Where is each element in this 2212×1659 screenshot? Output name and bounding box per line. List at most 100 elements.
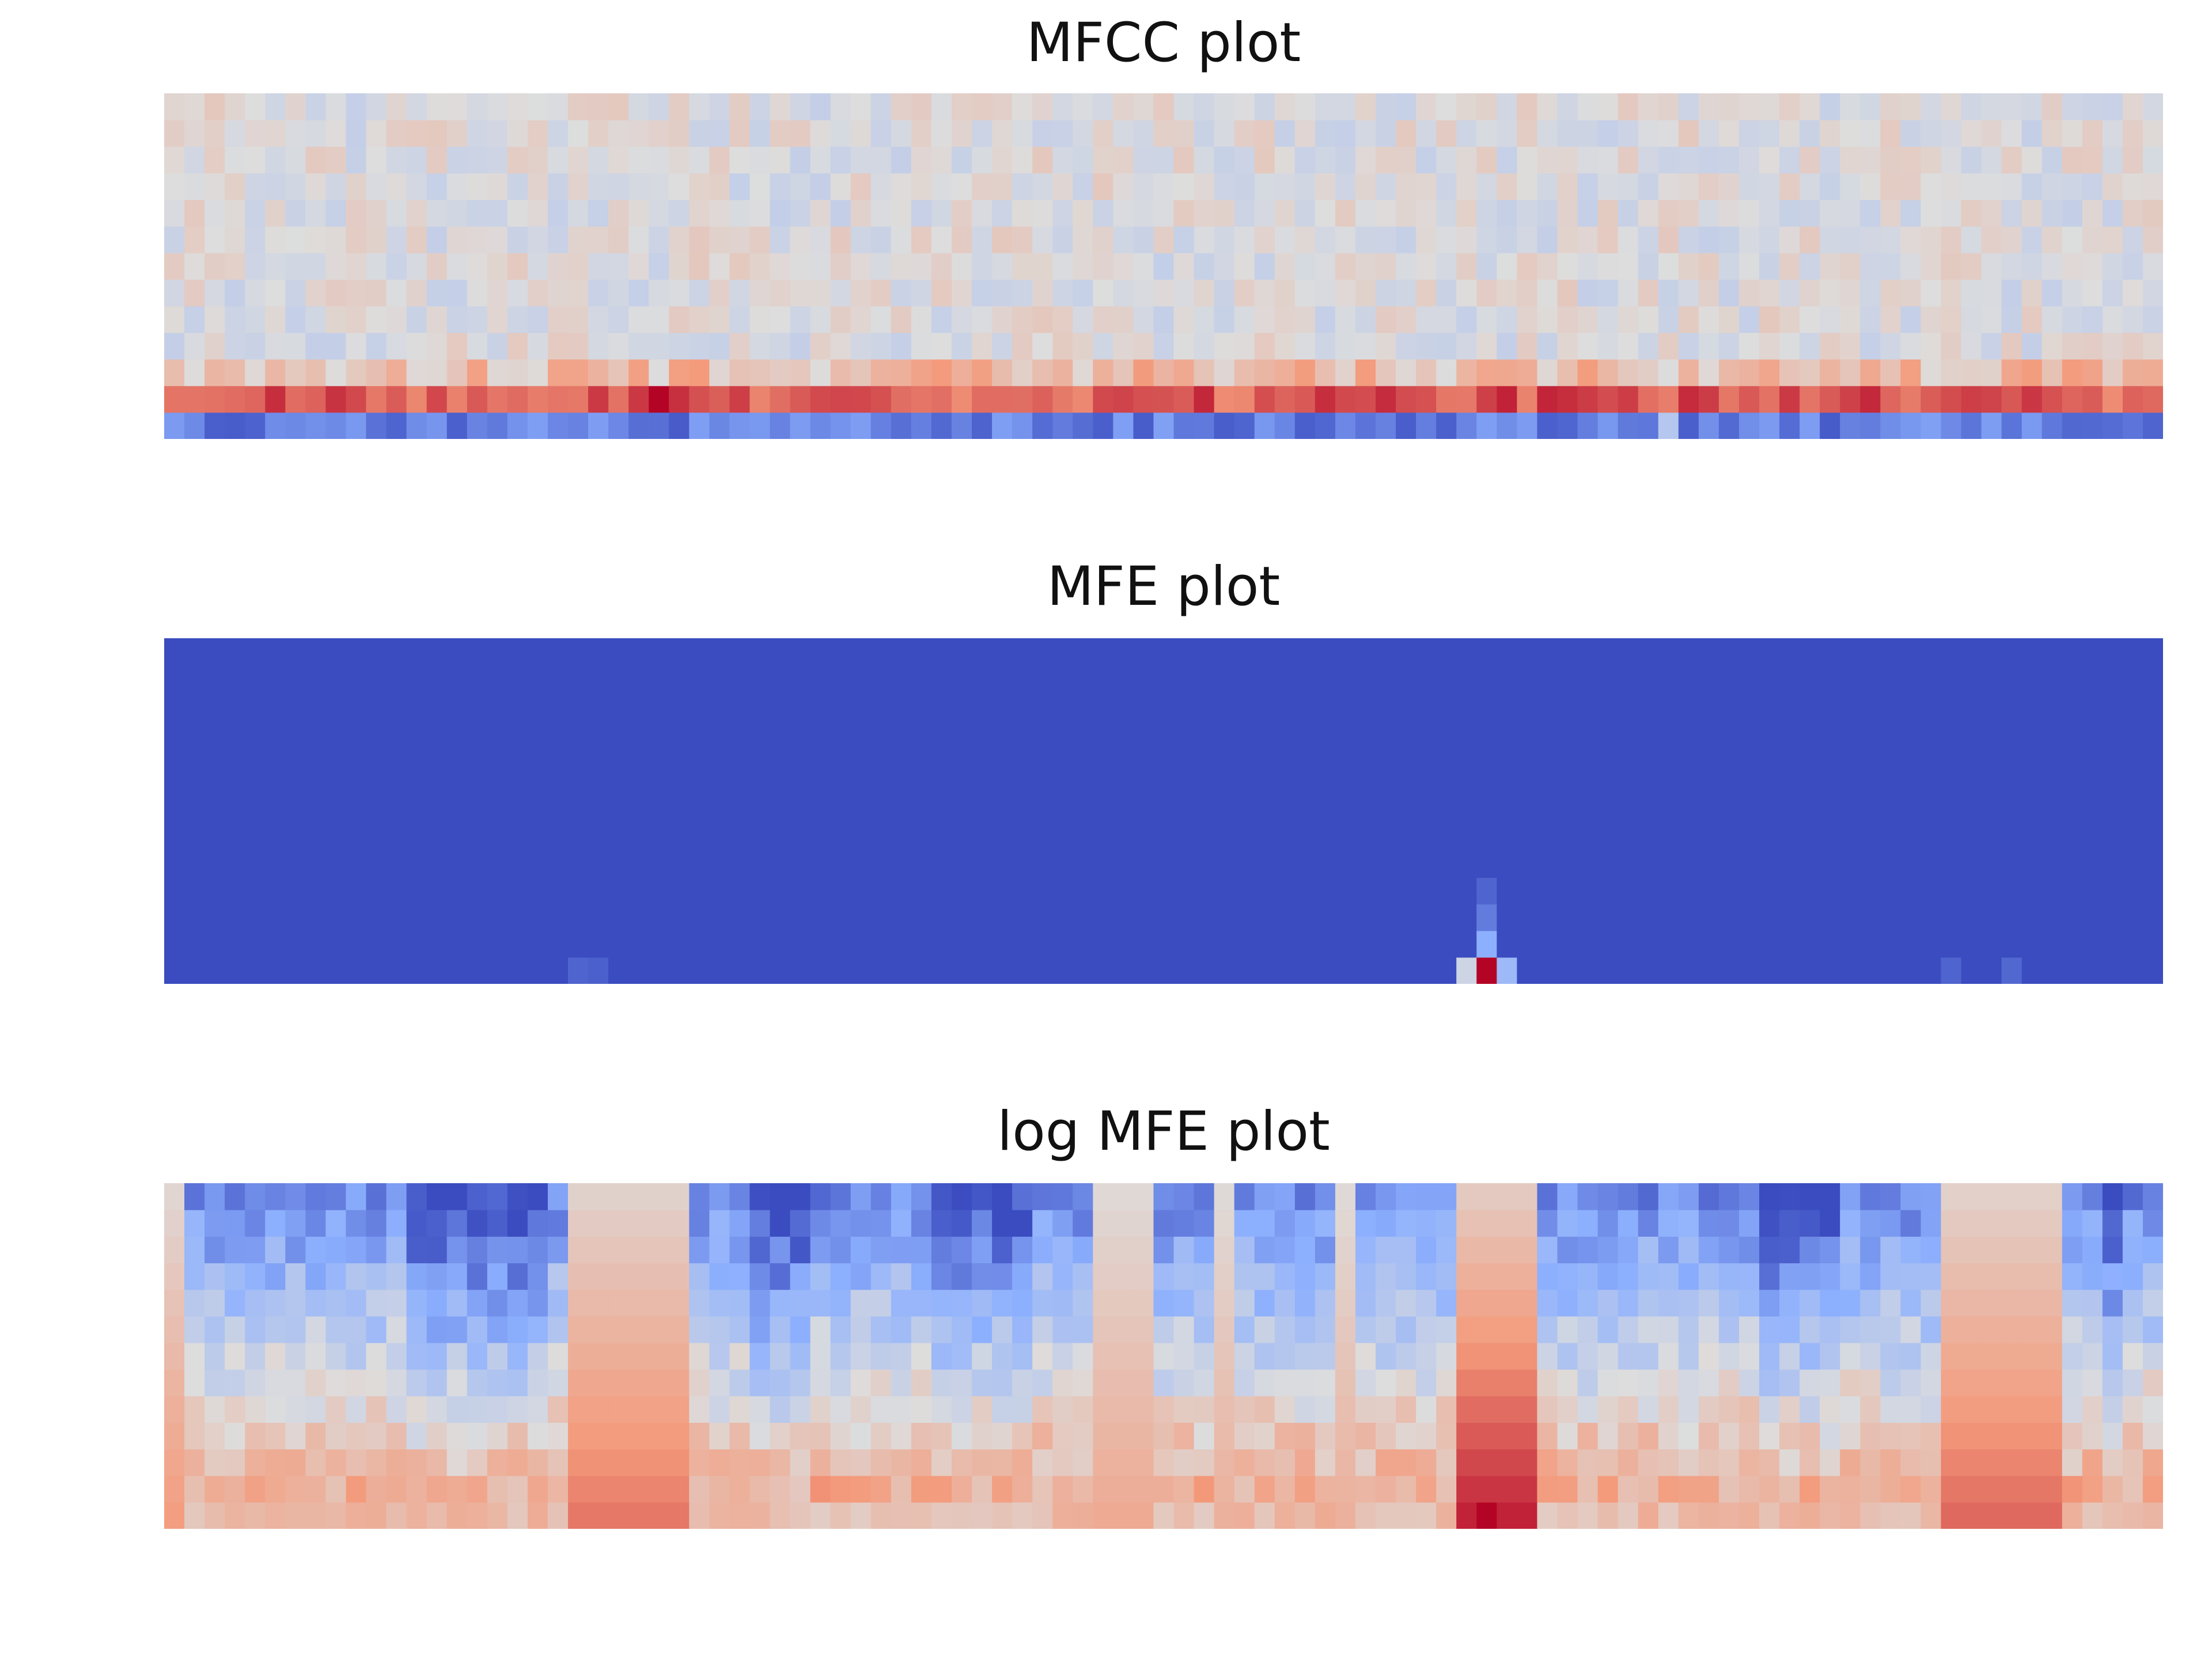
heatmap-cell (1537, 279, 1558, 306)
heatmap-cell (1880, 412, 1901, 439)
heatmap-cell (406, 1236, 427, 1264)
heatmap-cell (2082, 1422, 2103, 1450)
heatmap-cell (2122, 1449, 2143, 1476)
heatmap-cell (467, 904, 488, 931)
heatmap-cell (346, 930, 367, 958)
heatmap-cell (628, 957, 649, 984)
heatmap-cell (1173, 1236, 1195, 1264)
heatmap-cell (1941, 412, 1962, 439)
heatmap-cell (830, 226, 851, 253)
heatmap-cell (1234, 385, 1255, 413)
heatmap-cell (164, 957, 185, 984)
heatmap-cell (891, 771, 912, 798)
heatmap-cell (2122, 771, 2143, 798)
heatmap-cell (588, 199, 609, 227)
heatmap-cell (467, 199, 488, 227)
heatmap-cell (1073, 744, 1093, 772)
heatmap-cell (992, 93, 1013, 120)
heatmap-cell (1800, 93, 1820, 120)
heatmap-cell (406, 1183, 427, 1210)
heatmap-cell (1961, 824, 1982, 851)
heatmap-cell (2122, 877, 2143, 905)
heatmap-cell (446, 957, 468, 984)
heatmap-cell (992, 199, 1013, 227)
heatmap-cell (709, 332, 730, 360)
heatmap-cell (1678, 1183, 1699, 1210)
heatmap-cell (1032, 1449, 1053, 1476)
heatmap-cell (204, 226, 225, 253)
heatmap-cell (1860, 332, 1881, 360)
heatmap-cell (770, 252, 791, 280)
heatmap-cell (810, 359, 831, 387)
heatmap-cell (1093, 851, 1113, 878)
heatmap-cell (1315, 1422, 1336, 1450)
heatmap-cell (2122, 930, 2143, 958)
heatmap-cell (2122, 279, 2143, 306)
heatmap-cell (1961, 146, 1982, 174)
heatmap-cell (588, 1396, 609, 1423)
heatmap-cell (790, 306, 811, 333)
heatmap-cell (830, 1369, 851, 1396)
heatmap-cell (2062, 1475, 2083, 1503)
heatmap-cell (911, 359, 932, 387)
heatmap-cell (547, 957, 569, 984)
heatmap-cell (1618, 771, 1639, 798)
heatmap-cell (891, 93, 912, 120)
heatmap-cell (1355, 279, 1376, 306)
heatmap-cell (1093, 1369, 1113, 1396)
heatmap-cell (2122, 412, 2143, 439)
heatmap-cell (446, 359, 468, 387)
heatmap-cell (790, 824, 811, 851)
heatmap-cell (527, 173, 548, 200)
heatmap-cell (1376, 1422, 1396, 1450)
heatmap-cell (2102, 1449, 2123, 1476)
heatmap-cell (1638, 252, 1659, 280)
heatmap-cell (1678, 385, 1699, 413)
heatmap-cell (1234, 1183, 1255, 1210)
heatmap-cell (1173, 412, 1195, 439)
heatmap-cell (1436, 332, 1457, 360)
heatmap-cell (346, 93, 367, 120)
heatmap-cell (1759, 146, 1780, 174)
heatmap-cell (1577, 930, 1599, 958)
heatmap-cell (527, 1369, 548, 1396)
heatmap-cell (1840, 797, 1861, 825)
heatmap-cell (770, 226, 791, 253)
heatmap-cell (1234, 771, 1255, 798)
heatmap-cell (790, 638, 811, 665)
heatmap-cell (649, 412, 669, 439)
heatmap-cell (2001, 332, 2022, 360)
heatmap-cell (2142, 1263, 2163, 1290)
heatmap-cell (931, 412, 952, 439)
heatmap-cell (649, 877, 669, 905)
heatmap-cell (184, 744, 205, 772)
heatmap-cell (1113, 93, 1134, 120)
heatmap-cell (204, 824, 225, 851)
heatmap-cell (628, 1369, 649, 1396)
heatmap-cell (346, 252, 367, 280)
heatmap-cell (547, 173, 569, 200)
heatmap-cell (1052, 1342, 1073, 1370)
heatmap-cell (1113, 797, 1134, 825)
heatmap-cell (1294, 173, 1316, 200)
heatmap-cell (931, 226, 952, 253)
heatmap-cell (1638, 1449, 1659, 1476)
heatmap-cell (1718, 173, 1740, 200)
heatmap-cell (1012, 93, 1033, 120)
heatmap-cell (931, 718, 952, 745)
heatmap-cell (1294, 120, 1316, 147)
heatmap-cell (1577, 1316, 1599, 1343)
heatmap-cell (285, 252, 306, 280)
heatmap-cell (1456, 797, 1477, 825)
heatmap-cell (729, 252, 751, 280)
heatmap-cell (749, 359, 771, 387)
heatmap-cell (689, 1475, 710, 1503)
heatmap-cell (225, 744, 245, 772)
heatmap-cell (669, 1316, 690, 1343)
heatmap-cell (608, 1422, 629, 1450)
heatmap-cell (770, 359, 791, 387)
heatmap-cell (1597, 173, 1619, 200)
heatmap-cell (1880, 385, 1901, 413)
heatmap-cell (1376, 93, 1396, 120)
heatmap-cell (1800, 146, 1820, 174)
